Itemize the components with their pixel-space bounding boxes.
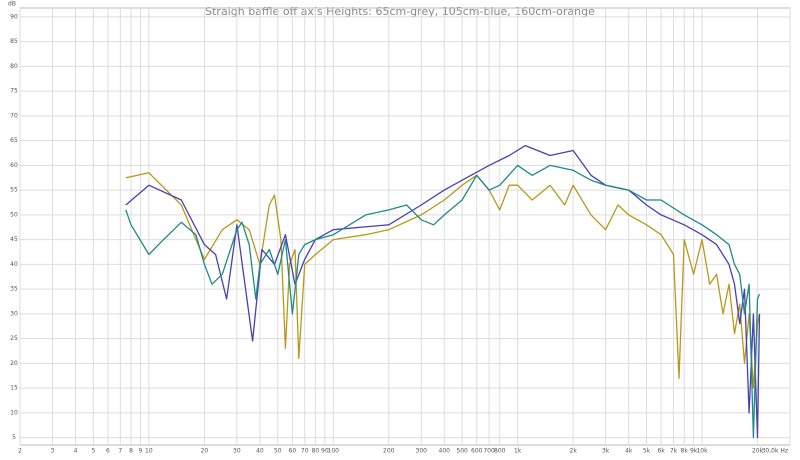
x-tick-label: 80 — [312, 448, 320, 455]
x-tick-label: 600 — [471, 448, 483, 455]
y-tick-label: 35 — [10, 286, 18, 293]
x-tick-label: 5 — [91, 448, 95, 455]
x-tick-label: 90 — [321, 448, 329, 455]
chart-title: Straigh baffle off axis Heights: 65cm-gr… — [205, 5, 595, 18]
x-tick-label: 6k — [657, 448, 665, 455]
series-line — [125, 164, 761, 439]
x-tick-label: 800 — [494, 448, 506, 455]
x-tick-label: 400 — [439, 448, 451, 455]
x-tick-label: 700 — [483, 448, 495, 455]
y-tick-label: 60 — [10, 162, 18, 169]
y-tick-label: 10 — [10, 409, 18, 416]
x-tick-label: 1k — [514, 448, 522, 455]
x-tick-label: 4k — [625, 448, 633, 455]
y-tick-label: 55 — [10, 187, 18, 194]
x-tick-label: 300 — [416, 448, 428, 455]
y-tick-label: 30 — [10, 310, 18, 317]
x-tick-label: 2k — [570, 448, 578, 455]
y-tick-label: 75 — [10, 88, 18, 95]
x-tick-label: 8 — [129, 448, 133, 455]
x-tick-label: 9 — [139, 448, 143, 455]
x-tick-label: 60 — [289, 448, 297, 455]
x-tick-label: 7k — [670, 448, 678, 455]
y-tick-label: 5 — [12, 434, 16, 441]
y-tick-label: 40 — [10, 261, 18, 268]
series-line — [125, 144, 761, 439]
x-tick-label: 40 — [256, 448, 264, 455]
x-tick-label: 7 — [118, 448, 122, 455]
y-tick-label: 70 — [10, 112, 18, 119]
y-tick-label: 50 — [10, 211, 18, 218]
x-tick-label: 2 — [18, 448, 22, 455]
x-tick-label: 50 — [274, 448, 282, 455]
y-tick-label: 45 — [10, 236, 18, 243]
x-tick-label: 30 — [233, 448, 241, 455]
y-tick-label: 90 — [10, 13, 18, 20]
x-tick-label: 70 — [301, 448, 309, 455]
y-tick-label: 20 — [10, 360, 18, 367]
x-tick-label: 5k — [643, 448, 651, 455]
x-tick-label: 3 — [51, 448, 55, 455]
y-tick-label: 25 — [10, 335, 18, 342]
x-tick-label: 6 — [106, 448, 110, 455]
y-tick-label: 15 — [10, 385, 18, 392]
series-line — [125, 172, 761, 389]
x-tick-label: 8k — [681, 448, 689, 455]
x-tick-label: 20k — [752, 448, 764, 455]
y-axis-label: dB — [8, 1, 16, 8]
x-tick-label: 9k — [690, 448, 698, 455]
y-tick-label: 85 — [10, 38, 18, 45]
y-tick-label: 80 — [10, 63, 18, 70]
x-tick-label: 10 — [145, 448, 153, 455]
x-tick-label: 100 — [328, 448, 340, 455]
x-tick-label: 20 — [201, 448, 209, 455]
y-tick-label: 65 — [10, 137, 18, 144]
x-tick-label: 200 — [383, 448, 395, 455]
x-tick-label: 500 — [456, 448, 468, 455]
x-tick-label: 3k — [602, 448, 610, 455]
x-tick-label: 30,0k Hz — [762, 448, 788, 455]
x-tick-label: 10k — [696, 448, 708, 455]
x-tick-label: 4 — [74, 448, 78, 455]
